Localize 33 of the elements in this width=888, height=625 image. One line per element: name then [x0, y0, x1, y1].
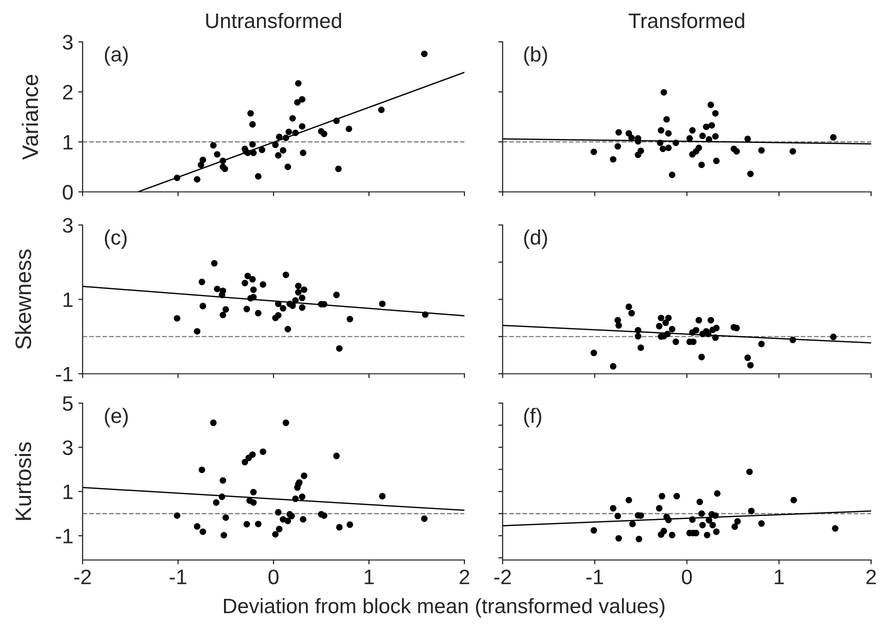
y-axis-title: Skewness — [14, 250, 32, 350]
annotation: (b) — [524, 46, 548, 66]
y-tick-label: -1 — [56, 366, 73, 382]
chart-title: Transformed — [628, 12, 744, 28]
y-tick-label: -1 — [56, 528, 73, 544]
x-tick-label: -2 — [494, 570, 511, 584]
y-tick-label: 3 — [62, 34, 73, 50]
annotation: (a) — [104, 46, 128, 66]
y-tick-label: 0 — [62, 184, 73, 200]
annotation: (d) — [524, 229, 548, 249]
y-tick-label: 1 — [64, 484, 73, 500]
x-tick-label: 2 — [460, 570, 470, 584]
y-tick-label: 1 — [64, 135, 73, 150]
y-tick-label: 3 — [62, 440, 73, 456]
annotation: (c) — [104, 229, 127, 249]
y-axis-title: Kurtosis — [14, 442, 32, 520]
x-tick-label: 0 — [268, 570, 278, 584]
chart-title: Untransformed — [206, 12, 342, 28]
y-tick-label: 5 — [62, 396, 73, 411]
x-axis-title: Deviation from block mean (transformed values) — [224, 598, 664, 618]
x-tick-label: -2 — [74, 570, 91, 584]
annotation: (f) — [524, 408, 542, 428]
x-tick-label: 0 — [682, 570, 692, 584]
x-tick-label: -1 — [586, 570, 603, 584]
y-axis-title: Variance — [22, 74, 38, 160]
x-tick-label: 1 — [774, 570, 784, 584]
x-tick-label: -1 — [170, 570, 186, 584]
x-tick-label: 2 — [866, 570, 876, 584]
y-tick-label: 3 — [62, 218, 73, 233]
x-tick-label: 1 — [364, 570, 374, 584]
y-tick-label: 2 — [63, 84, 73, 100]
y-tick-label: 1 — [64, 292, 73, 307]
annotation: (e) — [104, 408, 128, 428]
